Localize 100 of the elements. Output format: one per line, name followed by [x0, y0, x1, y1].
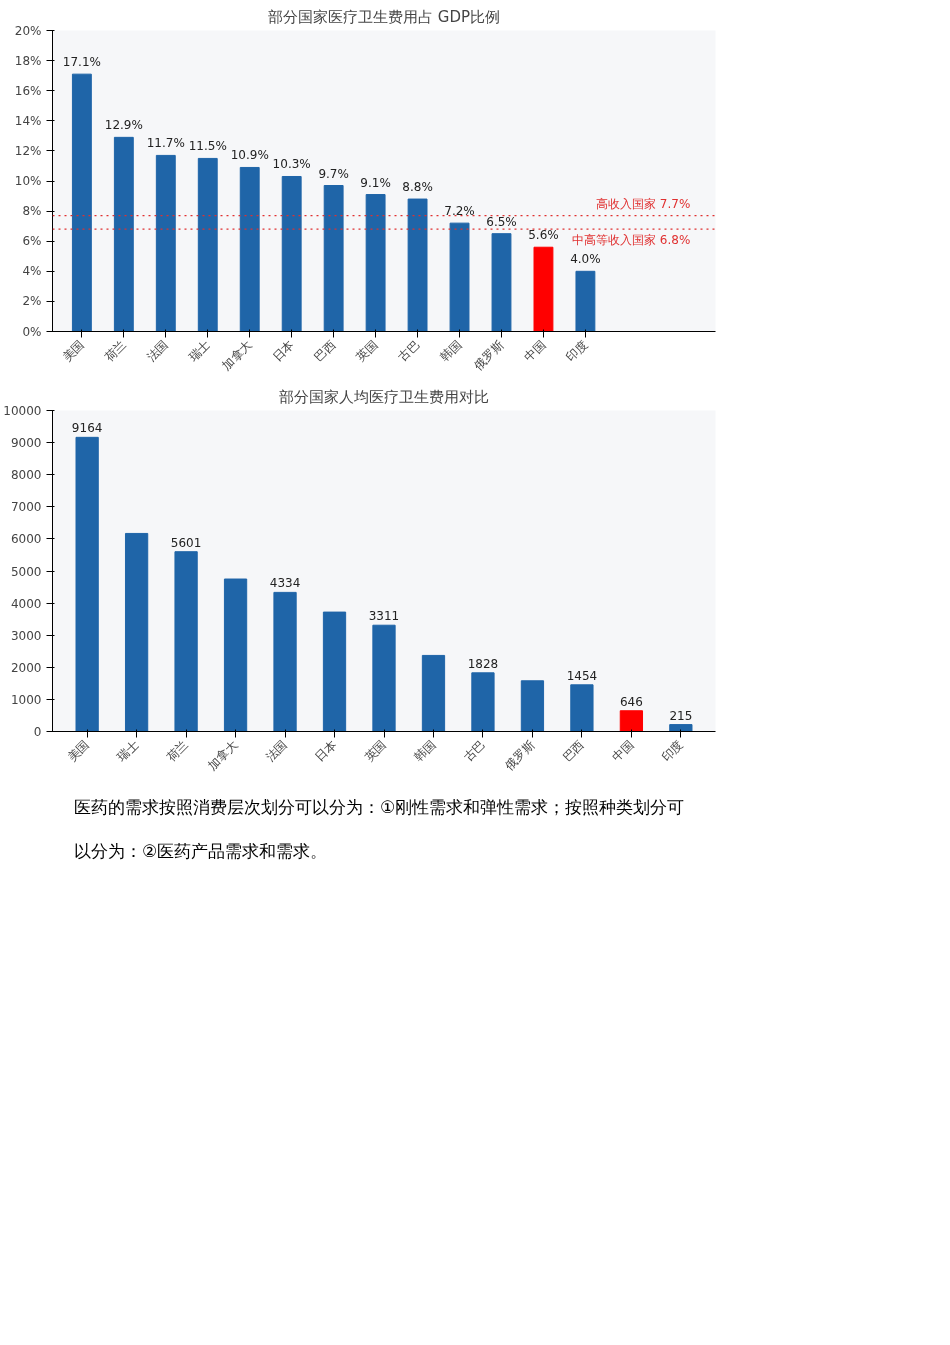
bar — [281, 175, 302, 332]
bar — [669, 724, 693, 732]
ref-line-label: 高收入国家 7.7% — [596, 196, 691, 211]
y-tick-label: 3000 — [10, 628, 42, 643]
y-tick-label: 4% — [22, 264, 42, 279]
y-tick-label: 0 — [33, 725, 42, 739]
data-label: 7.2% — [444, 204, 475, 219]
data-label: 1828 — [467, 656, 499, 671]
x-tick-label: 英国 — [353, 337, 381, 365]
data-label: 3311 — [368, 609, 400, 624]
x-tick-label: 荷兰 — [101, 337, 129, 365]
x-tick-label: 古巴 — [395, 337, 423, 365]
bar — [124, 532, 149, 732]
x-tick-label: 日本 — [312, 737, 340, 765]
bar — [421, 654, 446, 732]
data-label: 17.1% — [62, 55, 101, 70]
x-tick-label: 俄罗斯 — [471, 337, 507, 373]
y-tick-label: 6000 — [10, 532, 42, 547]
x-tick-label: 俄罗斯 — [502, 737, 538, 773]
bar — [449, 222, 470, 332]
y-tick-label: 14% — [14, 113, 42, 128]
y-tick-label: 20% — [14, 23, 42, 38]
y-tick-label: 10% — [14, 174, 42, 188]
x-tick-label: 中国 — [609, 737, 637, 765]
bar — [619, 710, 644, 732]
y-tick-label: 0% — [22, 324, 42, 339]
y-tick-label: 2% — [22, 294, 42, 309]
y-tick-label: 6% — [22, 234, 42, 249]
bar — [365, 194, 386, 332]
x-tick-label: 瑞士 — [114, 737, 142, 765]
bar — [113, 136, 134, 332]
x-tick-label: 巴西 — [559, 737, 587, 765]
x-tick-label: 印度 — [658, 737, 686, 765]
x-tick-label: 美国 — [59, 337, 87, 365]
y-tick-label: 8% — [22, 204, 42, 219]
bar — [155, 154, 176, 332]
y-tick-label: 12% — [14, 143, 42, 158]
y-tick-label: 8000 — [10, 468, 42, 483]
x-tick-label: 瑞士 — [185, 337, 213, 365]
x-tick-label: 加拿大 — [219, 337, 255, 373]
bar — [471, 672, 495, 732]
x-tick-label: 古巴 — [461, 737, 488, 765]
data-label: 4334 — [269, 576, 301, 591]
text: 医药的需求按照消费层次划分可以分为：①刚性需求和弹性需求；按照种类划分可以分为：②医药产品需求和需求。 — [74, 797, 685, 862]
bar — [197, 157, 218, 332]
data-label: 9.1% — [360, 175, 391, 190]
ref-line-label: 中高等收入国家 6.8% — [572, 233, 691, 248]
bar — [174, 551, 198, 732]
data-label: 8.8% — [402, 180, 433, 195]
bar — [71, 73, 92, 332]
bar — [372, 624, 396, 732]
bar — [533, 246, 554, 332]
bar — [491, 233, 512, 332]
data-label: 11.5% — [188, 139, 227, 154]
x-tick-label: 日本 — [269, 337, 297, 365]
data-label: 10.9% — [230, 148, 269, 163]
data-label: 5.6% — [528, 228, 559, 243]
x-tick-label: 法国 — [263, 737, 290, 765]
y-tick-label: 16% — [14, 83, 42, 98]
bar — [75, 436, 99, 732]
y-tick-label: 10000 — [3, 404, 42, 418]
y-tick-label: 18% — [14, 53, 42, 68]
bar — [520, 680, 545, 732]
chart-title: 部分国家人均医疗卫生费用对比 — [279, 387, 489, 406]
data-label: 215 — [669, 708, 693, 723]
x-tick-label: 英国 — [362, 737, 389, 765]
x-tick-label: 法国 — [143, 337, 171, 365]
data-label: 9164 — [71, 421, 103, 436]
data-label: 4.0% — [570, 252, 601, 267]
bar — [323, 185, 344, 332]
x-tick-label: 巴西 — [311, 337, 339, 365]
y-tick-label: 9000 — [10, 436, 42, 451]
bar — [273, 591, 297, 732]
data-label: 6.5% — [486, 214, 517, 229]
bar — [223, 578, 248, 732]
y-tick-label: 4000 — [10, 596, 42, 611]
y-tick-label: 1000 — [10, 692, 42, 707]
data-label: 12.9% — [104, 118, 143, 133]
x-tick-label: 美国 — [65, 737, 93, 765]
x-tick-label: 荷兰 — [164, 737, 192, 765]
x-tick-label: 韩国 — [411, 737, 439, 765]
chart-title: 部分国家医疗卫生费用占 GDP比例 — [268, 7, 501, 26]
data-label: 10.3% — [272, 157, 311, 172]
x-tick-label: 加拿大 — [205, 737, 241, 773]
data-label: 9.7% — [318, 166, 349, 181]
bar — [570, 684, 594, 732]
bar — [239, 166, 260, 332]
x-tick-label: 印度 — [563, 337, 591, 365]
y-tick-label: 7000 — [10, 500, 42, 515]
data-label: 5601 — [170, 535, 202, 550]
data-label: 1454 — [566, 668, 598, 683]
data-label: 646 — [619, 694, 643, 709]
y-tick-label: 5000 — [10, 564, 42, 579]
bar — [575, 270, 596, 332]
x-tick-label: 韩国 — [437, 337, 465, 365]
bar — [407, 198, 428, 332]
x-tick-label: 中国 — [521, 337, 549, 365]
bar — [322, 611, 347, 732]
data-label: 11.7% — [146, 136, 185, 151]
y-tick-label: 2000 — [10, 660, 42, 675]
